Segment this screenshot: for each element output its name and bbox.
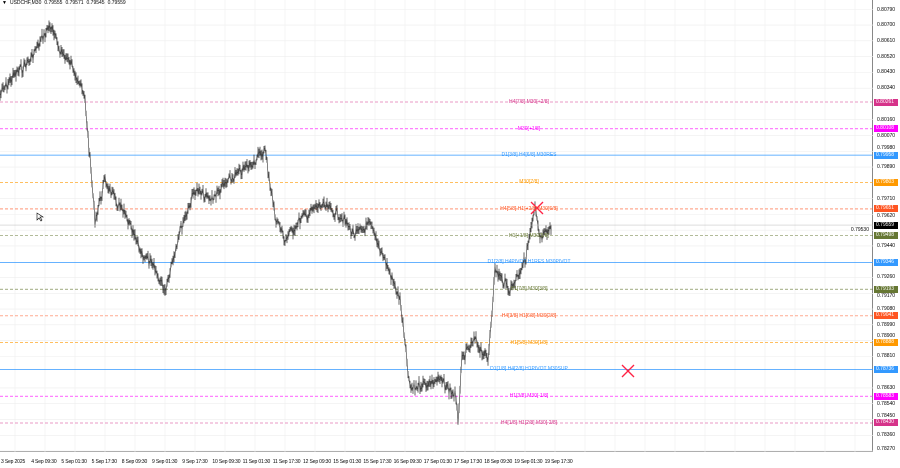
time-tick: 8 Sep 09:30: [121, 459, 148, 465]
time-tick: 4 Sep 09:30: [31, 459, 57, 465]
chart-canvas[interactable]: [0, 0, 873, 452]
price-tick: 0.80160: [877, 116, 896, 123]
price-tick: 0.78990: [877, 321, 896, 328]
level-price-tag: 0.78583: [874, 392, 898, 400]
level-price-tag: 0.79651: [874, 205, 898, 213]
level-label: H4[1/8] H1[2/8] M30[-2/8]: [500, 419, 558, 426]
time-tick: 17 Sep 17:30: [454, 459, 482, 465]
low: 0.79545: [86, 0, 105, 6]
level-price-tag: 0.80261: [874, 98, 898, 106]
time-tick: 5 Sep 17:30: [91, 459, 117, 465]
level-label: D1[1/8] H4[2/8] H1PIVOT M30SUP: [490, 366, 568, 373]
price-tick: 0.78900: [877, 332, 896, 339]
time-tick: 17 Sep 01:30: [423, 459, 452, 465]
price-tick: 0.78360: [877, 432, 896, 439]
level-label: H4[5/8] H1[+2/8] M30[6/8]: [500, 205, 558, 212]
level-price-tag: 0.80108: [874, 125, 898, 133]
level-label: H4[7/8] M30[+2/8]: [509, 99, 549, 105]
price-tick: 0.80700: [877, 22, 896, 29]
level-price-tag: 0.79346: [874, 258, 898, 266]
level-label: D1[2/8] H4PIVOT H1RES M30PIVOT: [487, 259, 571, 266]
level-price-tag: 0.78888: [874, 339, 898, 347]
level-label: D1[3/8] H4[6/8] M30RES: [501, 152, 557, 159]
price-tick: 0.80340: [877, 85, 896, 92]
price-tick: 0.80520: [877, 53, 896, 60]
time-tick: 15 Sep 01:30: [333, 459, 362, 465]
price-tick: 0.79170: [877, 293, 896, 300]
price-tick: 0.79620: [877, 212, 896, 219]
level-price-tag: 0.79803: [874, 178, 898, 186]
level-price-tag: 0.78736: [874, 365, 898, 373]
high: 0.79571: [65, 0, 84, 6]
price-tick: 0.78540: [877, 400, 896, 407]
price-tick: 0.80430: [877, 69, 896, 76]
time-tick: 15 Sep 17:30: [363, 459, 392, 465]
time-tick: 11 Sep 17:30: [272, 459, 301, 465]
time-tick: 18 Sep 09:30: [484, 459, 513, 465]
price-tick: 0.78810: [877, 353, 896, 360]
price-tick: 0.79710: [877, 195, 896, 202]
time-tick: 9 Sep 01:30: [152, 459, 178, 465]
time-tick: 19 Sep 01:30: [514, 459, 543, 465]
time-tick: 3 Sep 2025: [1, 459, 26, 465]
price-line: [0, 24, 552, 423]
price-tick: 0.79080: [877, 306, 896, 313]
current-price-tag: 0.79559: [874, 221, 898, 229]
price-tick: 0.80070: [877, 132, 896, 139]
level-price-tag: 0.79041: [874, 312, 898, 320]
level-price-tag: 0.79958: [874, 151, 898, 159]
open: 0.79555: [44, 0, 63, 6]
price-chart[interactable]: [0, 0, 873, 452]
symbol: USDCHF,M30: [9, 0, 42, 6]
time-tick: 19 Sep 17:30: [544, 459, 573, 465]
cross-icon: [621, 364, 635, 378]
chart-title: ▼ USDCHF,M30 0.79555 0.79571 0.79545 0.7…: [2, 0, 126, 6]
time-tick: 12 Sep 09:30: [303, 459, 331, 465]
level-label: H4[3/8] H1[6/8] M30[2/8]: [501, 312, 557, 319]
price-tick: 0.78630: [877, 384, 896, 391]
dropdown-icon[interactable]: ▼: [2, 0, 7, 6]
price-tick: 0.78450: [877, 412, 896, 419]
price-tick: 0.79260: [877, 274, 896, 281]
level-label: M30[+1/8]: [517, 125, 541, 132]
price-tick: 0.79530: [849, 227, 870, 234]
level-label: H1[+1/8] M30[5/8]: [509, 232, 549, 239]
level-price-tag: 0.78430: [874, 419, 898, 427]
close: 0.79559: [107, 0, 126, 6]
price-tick: 0.79440: [877, 242, 896, 249]
time-tick: 10 Sep 09:30: [212, 459, 241, 465]
cross-icon: [530, 201, 544, 215]
level-price-tag: 0.79498: [874, 232, 898, 240]
level-label: H1[5/8] M30[1/8]: [510, 339, 548, 346]
level-price-tag: 0.79193: [874, 285, 898, 293]
time-tick: 5 Sep 01:30: [61, 459, 87, 465]
price-tick: 0.78270: [877, 445, 896, 452]
price-tick: 0.79980: [877, 145, 896, 152]
level-label: M30[7/8]: [519, 179, 539, 186]
level-label: H1[7/8] M30[3/8]: [510, 286, 548, 293]
mouse-cursor-icon: [36, 212, 44, 222]
level-label: H1[3/8] M30[-1/8]: [509, 393, 549, 400]
time-tick: 11 Sep 01:30: [242, 459, 271, 465]
price-tick: 0.80790: [877, 7, 896, 14]
price-tick: 0.80610: [877, 37, 896, 44]
price-tick: 0.79890: [877, 164, 896, 171]
time-tick: 9 Sep 17:30: [182, 459, 208, 465]
time-tick: 16 Sep 09:30: [393, 459, 422, 465]
